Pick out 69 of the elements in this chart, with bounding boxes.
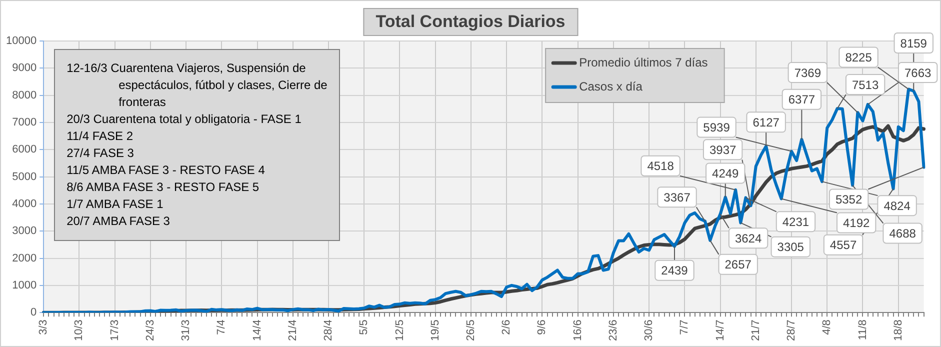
annotation: 12-16/3 Cuarentena Viajeros, Suspensión de espectáculos, fútbol y clases, Cierre de fronteras	[66, 60, 328, 111]
x-tick-label: 18/8	[892, 320, 904, 342]
x-tick-label: 28/7	[786, 320, 798, 342]
data-label: 6127	[752, 116, 780, 130]
data-label: 3305	[777, 240, 804, 254]
x-tick-label: 16/6	[572, 320, 584, 342]
annotation: 27/4 FASE 3	[66, 145, 135, 162]
x-tick-label: 23/6	[607, 320, 620, 342]
data-label: 6377	[788, 92, 816, 107]
x-tick-label: 24/3	[144, 320, 156, 342]
x-tick-label: 21/7	[750, 320, 762, 342]
x-tick-label: 7/7	[678, 320, 691, 335]
data-label: 5939	[703, 120, 730, 135]
x-tick-label: 11/8	[856, 320, 869, 340]
x-tick-label: 9/6	[536, 320, 548, 335]
x-tick-label: 4/8	[821, 320, 834, 335]
data-label: 5352	[835, 192, 862, 207]
legend-label: Promedio últimos 7 días	[579, 55, 708, 70]
y-tick-label: 1000	[12, 279, 37, 292]
data-label: 3624	[734, 231, 762, 246]
data-label: 4688	[889, 226, 916, 241]
x-tick-label: 21/4	[286, 320, 299, 342]
data-label: 4249	[712, 166, 740, 181]
data-label: 7369	[794, 66, 822, 80]
x-tick-label: 3/3	[38, 320, 50, 335]
data-label: 4518	[647, 159, 674, 174]
y-tick-label: 5000	[12, 170, 37, 183]
y-tick-label: 2000	[12, 252, 37, 264]
x-tick-label: 28/4	[322, 320, 335, 342]
x-tick-label: 10/3	[73, 320, 86, 342]
y-tick-label: 7000	[12, 116, 37, 129]
annotation: 20/7 AMBA FASE 3	[66, 213, 171, 230]
y-tick-label: 10000	[6, 35, 37, 48]
data-label: 4557	[830, 238, 857, 252]
data-label: 7663	[904, 66, 932, 80]
x-tick-label: 31/3	[180, 320, 192, 342]
annotation: 1/7 AMBA FASE 1	[66, 196, 164, 213]
x-tick-label: 7/4	[216, 320, 228, 335]
chart-title: Total Contagios Diarios	[362, 8, 578, 36]
annotation: 11/5 AMBA FASE 3 - RESTO FASE 4	[66, 162, 266, 179]
y-tick-label: 6000	[12, 144, 37, 156]
data-label: 2439	[661, 264, 688, 278]
y-tick-label: 8000	[12, 89, 37, 102]
annotation: 20/3 Cuarentena total y obligatoria - FASE 1	[66, 111, 302, 128]
x-tick-label: 17/3	[108, 320, 121, 342]
y-tick-label: 4000	[12, 198, 37, 210]
data-label: 4231	[782, 214, 810, 229]
x-tick-label: 19/5	[429, 320, 442, 342]
data-label: 8159	[900, 36, 928, 50]
data-label: 7513	[852, 78, 879, 92]
annotation: 11/4 FASE 2	[66, 128, 134, 145]
x-tick-label: 14/7	[714, 320, 726, 342]
x-tick-label: 2/6	[500, 320, 513, 335]
data-label: 3367	[664, 190, 691, 204]
y-tick-label: 9000	[12, 62, 37, 74]
data-label: 8225	[845, 50, 872, 65]
y-tick-label: 3000	[12, 225, 37, 238]
data-label: 2657	[724, 258, 752, 272]
y-tick-label: 0	[30, 306, 37, 319]
annotation: 8/6 AMBA FASE 3 - RESTO FASE 5	[66, 179, 260, 196]
data-label: 4192	[842, 216, 870, 230]
data-label: 4824	[884, 198, 911, 213]
x-tick-label: 12/5	[394, 320, 406, 342]
x-tick-label: 26/5	[465, 320, 478, 342]
legend-label: Casos x día	[579, 79, 643, 94]
x-tick-label: 14/4	[251, 320, 264, 342]
data-label: 3937	[709, 142, 736, 157]
x-tick-label: 30/6	[643, 320, 656, 342]
x-tick-label: 5/5	[358, 320, 370, 335]
